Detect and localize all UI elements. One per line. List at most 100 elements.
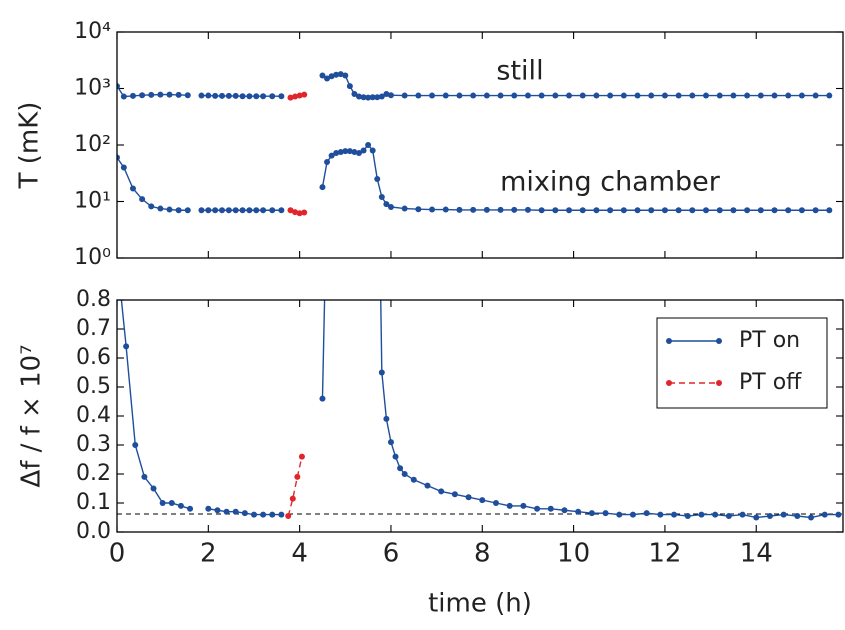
data-point [648, 207, 655, 214]
annotation: still [496, 56, 543, 87]
data-point [177, 502, 184, 509]
data-point [250, 511, 257, 518]
data-point [383, 415, 390, 422]
data-point [538, 207, 545, 214]
data-point [157, 91, 164, 98]
data-point [575, 508, 582, 515]
data-point [424, 482, 431, 489]
data-point [534, 505, 541, 512]
data-point [298, 453, 305, 460]
data-point [579, 92, 586, 99]
series-line [117, 143, 830, 211]
data-point [342, 148, 349, 155]
y-axis-label: T (mK) [15, 102, 45, 190]
data-point [387, 203, 394, 210]
data-point [148, 91, 155, 98]
data-point [725, 513, 732, 520]
data-point [225, 92, 232, 99]
data-point [346, 83, 353, 90]
data-point [232, 508, 239, 515]
legend-label: PT off [739, 370, 802, 395]
data-point [139, 196, 146, 203]
data-point [351, 90, 358, 97]
data-point [671, 511, 678, 518]
data-point [187, 505, 194, 512]
data-point [319, 72, 326, 79]
data-point [269, 207, 276, 214]
data-point [511, 206, 518, 213]
data-point [175, 207, 182, 214]
data-point [821, 511, 828, 518]
data-point [479, 497, 486, 504]
data-point [620, 92, 627, 99]
data-point [410, 476, 417, 483]
legend-box [656, 317, 828, 409]
data-point [785, 92, 792, 99]
data-point [588, 510, 595, 517]
data-point [826, 92, 833, 99]
y-tick-label: 10⁴ [74, 19, 111, 44]
data-point [634, 92, 641, 99]
data-point [415, 92, 422, 99]
data-point [566, 207, 573, 214]
data-point [744, 207, 751, 214]
y-tick-label: 0.1 [76, 490, 111, 515]
data-point [730, 207, 737, 214]
data-point [442, 206, 449, 213]
data-point [401, 471, 408, 477]
data-point [369, 94, 376, 101]
data-point [492, 500, 499, 506]
data-point [168, 500, 175, 506]
data-point [753, 514, 760, 521]
data-point [497, 92, 504, 99]
data-point [511, 92, 518, 99]
data-point [346, 148, 353, 155]
data-point [712, 511, 719, 518]
plot-area [120, 300, 842, 521]
data-point [465, 494, 472, 501]
data-point [602, 510, 609, 517]
data-point [675, 207, 682, 214]
data-point [392, 453, 399, 460]
y-tick-label: 0.4 [76, 403, 111, 428]
data-point [269, 511, 276, 518]
data-point [328, 152, 335, 159]
data-point [438, 488, 445, 495]
data-point [333, 150, 340, 157]
data-point [246, 93, 253, 100]
data-point [260, 511, 267, 518]
data-point [150, 485, 157, 492]
plot-area [117, 71, 833, 217]
data-point [757, 207, 764, 214]
data-point [198, 207, 205, 214]
data-point [241, 510, 248, 517]
data-point [616, 511, 623, 518]
axes-frame [116, 31, 844, 259]
data-point [387, 439, 394, 446]
data-point [771, 92, 778, 99]
data-point [253, 207, 260, 214]
data-point [157, 205, 164, 212]
data-point [184, 92, 191, 99]
data-point [698, 511, 705, 518]
data-point [547, 505, 554, 512]
data-point [429, 92, 436, 99]
data-point [739, 511, 746, 518]
data-point [374, 94, 381, 101]
data-point [442, 92, 449, 99]
legend-marker [716, 380, 722, 386]
data-point [166, 206, 173, 213]
x-tick-label: 14 [740, 539, 773, 569]
y-tick-label: 10⁰ [74, 245, 111, 270]
data-point [607, 207, 614, 214]
data-point [684, 513, 691, 520]
data-point [757, 92, 764, 99]
data-point [232, 207, 239, 214]
data-point [520, 502, 527, 509]
data-point [285, 513, 292, 520]
data-point [184, 207, 191, 214]
data-point [812, 92, 819, 99]
data-point [365, 94, 372, 101]
data-point [232, 92, 239, 99]
